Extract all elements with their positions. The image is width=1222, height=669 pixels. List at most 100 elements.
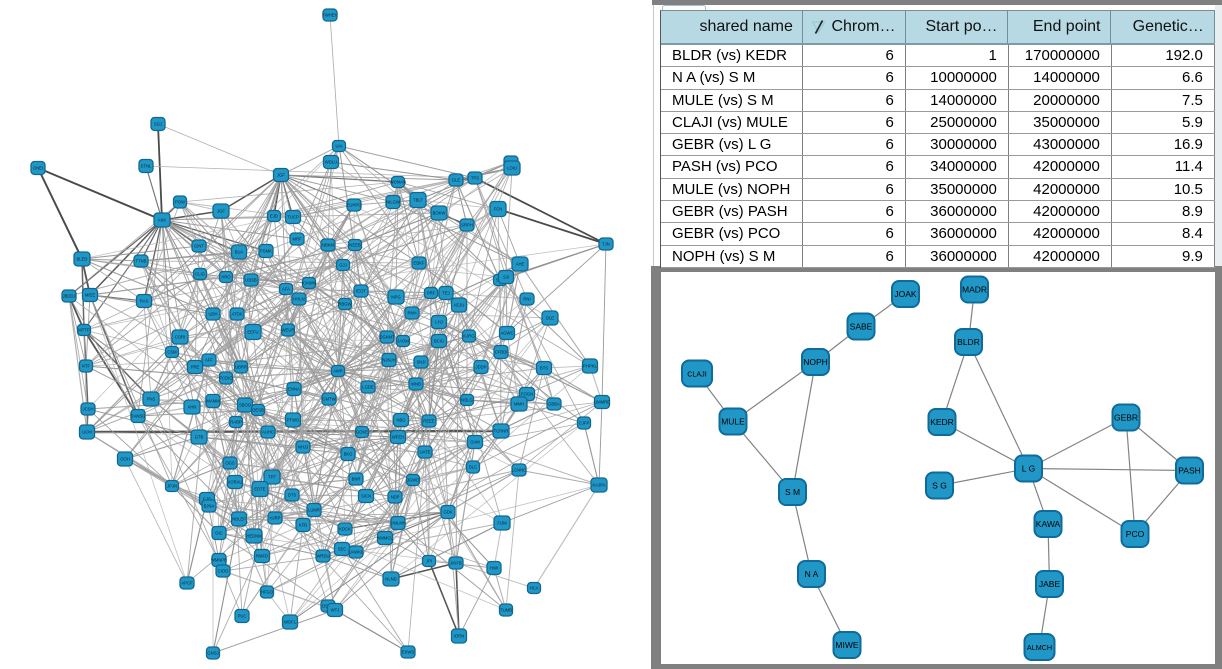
svg-text:WNB: WNB (411, 382, 421, 387)
svg-text:BNR: BNR (352, 477, 361, 482)
svg-text:UCM: UCM (82, 430, 92, 435)
svg-text:TPT: TPT (268, 475, 276, 480)
svg-text:TBLT: TBLT (413, 198, 423, 203)
svg-text:JGWD: JGWD (407, 478, 419, 483)
svg-text:JPI: JPI (426, 559, 432, 564)
svg-text:S G: S G (932, 480, 947, 490)
svg-text:AKK: AKK (158, 218, 167, 223)
svg-text:MRF: MRF (292, 237, 302, 242)
svg-text:RABP: RABP (230, 420, 242, 425)
svg-text:TTNB: TTNB (136, 259, 147, 264)
svg-text:OGS: OGS (225, 461, 235, 466)
svg-text:SGJ: SGJ (154, 122, 162, 127)
svg-text:DANSG: DANSG (131, 414, 146, 419)
svg-text:SICN: SICN (361, 494, 371, 499)
svg-text:DLE: DLE (546, 316, 554, 321)
svg-text:NEEB: NEEB (349, 243, 361, 248)
svg-text:UATE: UATE (420, 450, 431, 455)
svg-text:PSMK: PSMK (260, 249, 272, 254)
svg-text:SEC: SEC (338, 547, 347, 552)
svg-text:CIOO: CIOO (218, 569, 229, 574)
svg-text:WOMAN: WOMAN (390, 180, 407, 185)
svg-text:CJFP: CJFP (579, 421, 590, 426)
svg-text:WRDU: WRDU (316, 554, 329, 559)
svg-text:TUMB: TUMB (500, 608, 512, 613)
svg-text:RNI: RNI (523, 297, 530, 302)
svg-text:AGWC: AGWC (500, 331, 513, 336)
svg-text:CWLMH: CWLMH (390, 521, 406, 526)
svg-text:JAOM: JAOM (397, 339, 409, 344)
svg-text:CJO: CJO (203, 497, 212, 502)
svg-text:JOAK: JOAK (894, 288, 917, 298)
svg-text:PCDIO: PCDIO (219, 376, 233, 381)
svg-text:JKIFB: JKIFB (450, 561, 462, 566)
svg-text:UAWKL: UAWKL (349, 550, 364, 555)
svg-text:AHE: AHE (516, 262, 525, 267)
svg-text:HFGO: HFGO (261, 590, 274, 595)
svg-text:JDDP: JDDP (476, 365, 487, 370)
svg-text:CFBDI: CFBDI (495, 350, 508, 355)
svg-text:NBKM: NBKM (322, 243, 335, 248)
svg-text:HRO: HRO (221, 275, 231, 280)
svg-text:WTJ: WTJ (331, 608, 340, 613)
svg-text:RNH: RNH (407, 311, 416, 316)
svg-text:KDCK: KDCK (339, 527, 351, 532)
svg-text:NJNJH: NJNJH (382, 358, 395, 363)
svg-text:RAS: RAS (140, 299, 149, 304)
svg-text:MULE: MULE (721, 416, 745, 426)
svg-text:IEOT: IEOT (356, 289, 366, 294)
svg-text:PUC: PUC (238, 614, 247, 619)
svg-text:GMTW: GMTW (322, 397, 335, 402)
svg-text:HCA: HCA (530, 586, 539, 591)
svg-text:BTS: BTS (540, 366, 548, 371)
svg-text:FIJM: FIJM (497, 521, 507, 526)
svg-text:POW: POW (175, 200, 185, 205)
svg-text:KAJPA: KAJPA (593, 483, 606, 488)
svg-text:KEDR: KEDR (930, 416, 954, 426)
svg-text:WDLU: WDLU (325, 160, 337, 165)
svg-text:PTWO: PTWO (287, 418, 300, 423)
svg-text:JCSH: JCSH (83, 407, 94, 412)
svg-text:FWHEH: FWHEH (322, 13, 337, 18)
svg-text:ICKWN: ICKWN (302, 281, 316, 286)
svg-text:N A: N A (805, 568, 819, 578)
svg-text:AEJU: AEJU (454, 303, 465, 308)
svg-text:LCNNC: LCNNC (512, 468, 526, 473)
svg-text:PRE: PRE (191, 365, 200, 370)
svg-text:PNS: PNS (147, 397, 156, 402)
svg-text:JABE: JABE (1039, 578, 1061, 588)
svg-text:SRPH: SRPH (461, 223, 473, 228)
svg-text:DGKMT: DGKMT (379, 335, 395, 340)
svg-text:NOPH: NOPH (803, 356, 828, 366)
svg-text:RMFD: RMFD (256, 554, 268, 559)
svg-text:AFF: AFF (205, 358, 213, 363)
svg-text:NBLG: NBLG (461, 398, 472, 403)
svg-text:MADR: MADR (962, 284, 987, 294)
svg-text:SBOO: SBOO (239, 403, 252, 408)
svg-text:JGF: JGF (217, 209, 225, 214)
svg-text:CSM: CSM (167, 350, 177, 355)
svg-text:PCO: PCO (1126, 528, 1145, 538)
svg-text:RBGW: RBGW (338, 302, 351, 307)
svg-text:STNL: STNL (141, 164, 152, 169)
svg-text:GIC: GIC (215, 531, 222, 536)
svg-text:BLDR: BLDR (957, 336, 980, 346)
svg-text:NHJJ: NHJJ (298, 445, 308, 450)
svg-text:BLED: BLED (77, 257, 88, 262)
svg-text:GBBA: GBBA (548, 402, 560, 407)
svg-text:CLAJI: CLAJI (687, 369, 707, 378)
svg-text:AFA: AFA (282, 287, 290, 292)
svg-text:GDK: GDK (443, 510, 452, 515)
svg-text:UBRR: UBRR (235, 365, 247, 370)
svg-text:REEE: REEE (423, 419, 435, 424)
svg-text:TJN: TJN (602, 242, 610, 247)
svg-text:FCN: FCN (494, 207, 503, 212)
svg-text:PRF: PRF (427, 291, 436, 296)
svg-text:GTB: GTB (195, 435, 204, 440)
svg-text:AWR: AWR (333, 369, 343, 374)
svg-text:TEJ: TEJ (442, 291, 449, 296)
svg-text:CORI: CORI (175, 335, 185, 340)
svg-text:LHJ: LHJ (435, 320, 442, 325)
svg-text:KFB: KFB (299, 523, 307, 528)
svg-text:APCF: APCF (181, 581, 193, 586)
